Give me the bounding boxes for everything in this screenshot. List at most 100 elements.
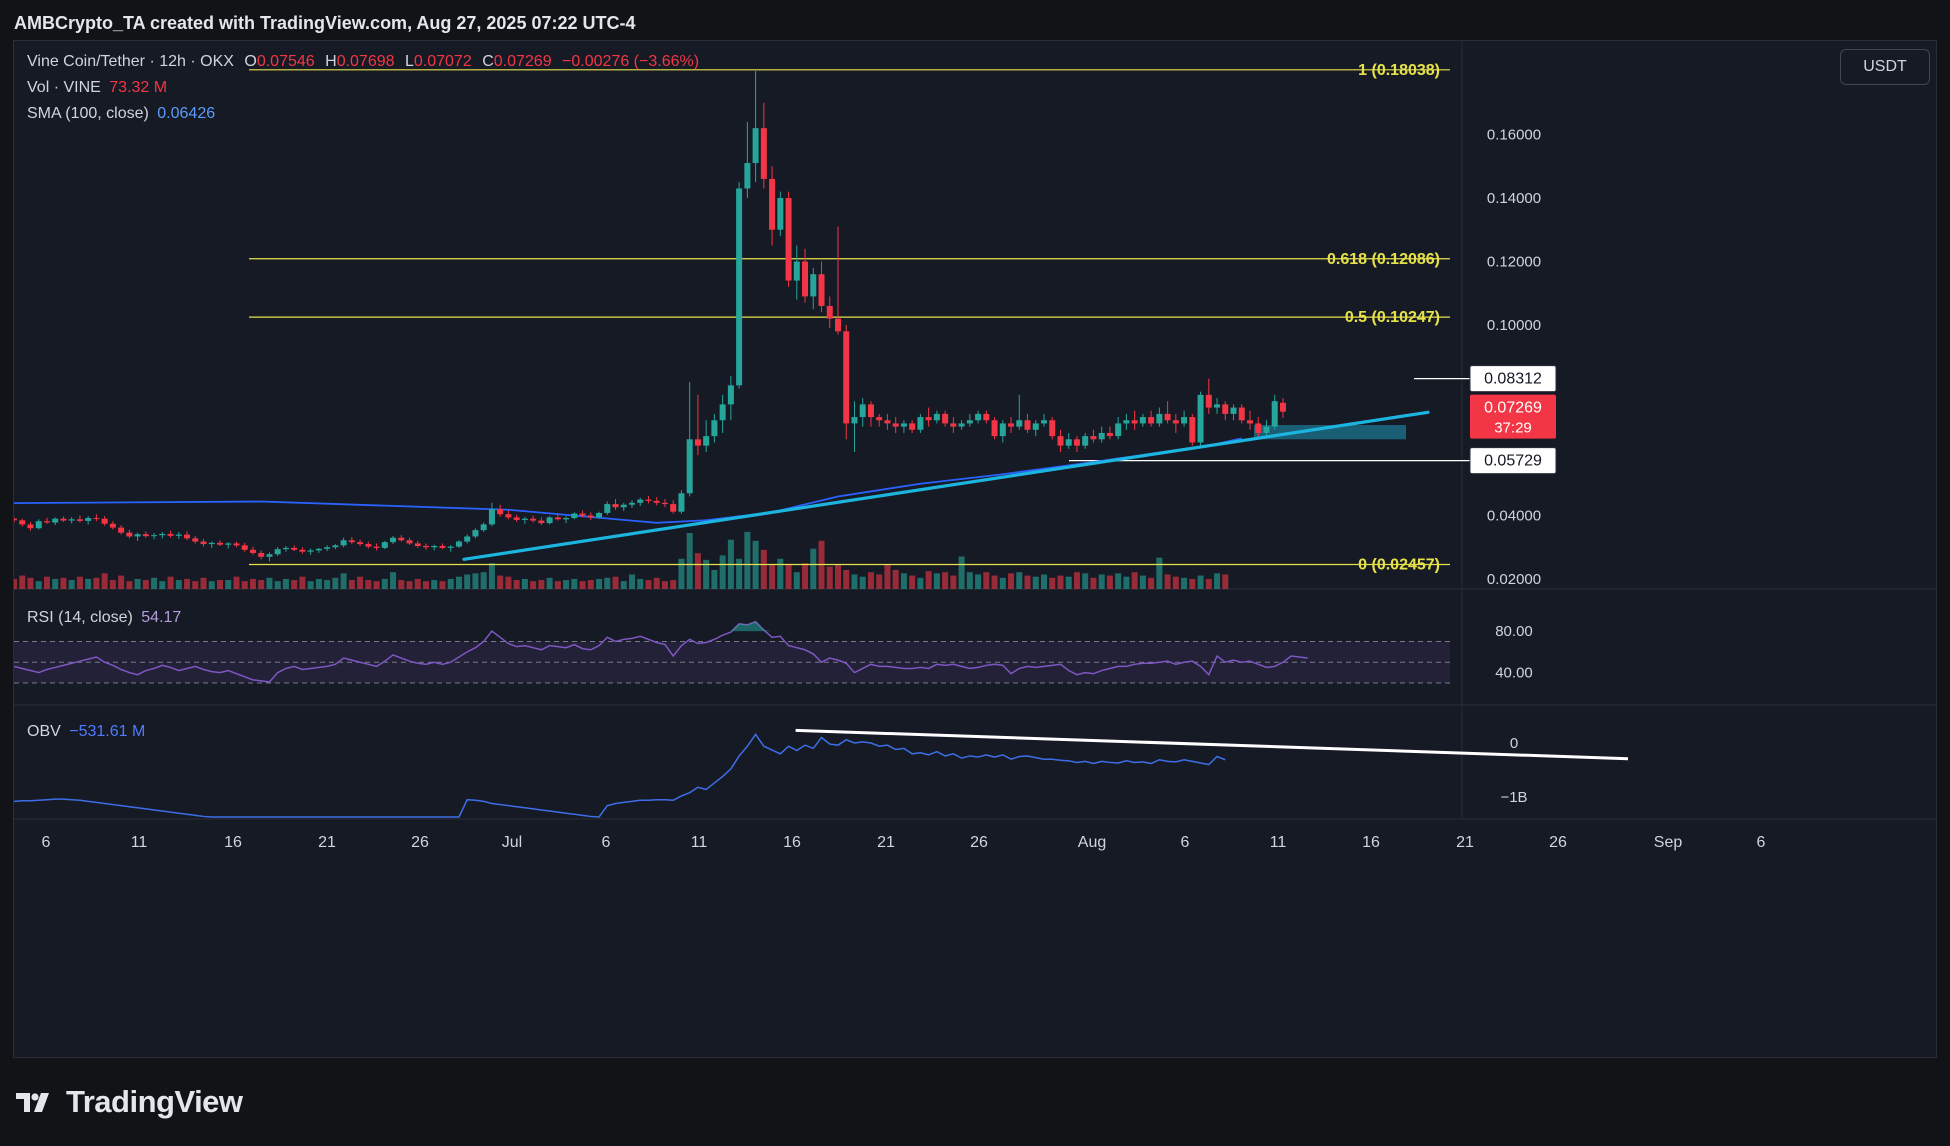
symbol-name[interactable]: Vine Coin/Tether · 12h · OKX	[27, 53, 234, 70]
volume-bar	[563, 580, 570, 589]
volume-bar	[1016, 572, 1023, 589]
volume-bar	[1197, 575, 1204, 589]
candle-body	[563, 518, 570, 520]
price-tick-label: 0.10000	[1487, 317, 1541, 334]
volume-bar	[703, 559, 710, 589]
candle-body	[1057, 436, 1064, 446]
candle-body	[966, 420, 973, 424]
volume-bar	[793, 572, 800, 589]
sma-legend[interactable]: SMA (100, close) 0.06426	[27, 105, 215, 123]
candle-body	[274, 549, 281, 555]
rsi-band-fill	[14, 641, 1450, 683]
volume-bar	[629, 574, 635, 589]
currency-button[interactable]: USDT	[1840, 49, 1930, 85]
volume-legend[interactable]: Vol · VINE 73.32 M	[27, 79, 167, 97]
volume-bar	[1214, 573, 1221, 589]
volume-bar	[670, 580, 677, 589]
volume-bar	[851, 574, 858, 589]
volume-bar	[1098, 574, 1105, 589]
bar-countdown-label: 37:29	[1494, 420, 1532, 437]
candle-body	[109, 523, 116, 528]
volume-bar	[348, 580, 355, 589]
obv-line	[14, 733, 1226, 818]
candle-body	[233, 543, 240, 546]
volume-bar	[68, 580, 75, 589]
time-tick-label: 16	[783, 834, 801, 851]
volume-bar	[455, 576, 462, 589]
time-tick-label: 11	[1270, 834, 1287, 851]
volume-bar	[52, 578, 59, 589]
chart-panel[interactable]: 1 (0.18038) 0.618 (0.12086) 0.5 (0.10247) 0…	[13, 40, 1937, 1058]
volume-bar	[357, 576, 364, 589]
volume-bar	[637, 578, 644, 589]
candle-body	[1024, 420, 1031, 430]
volume-bars	[14, 531, 1229, 589]
candle-body	[118, 527, 125, 533]
volume-bar	[1024, 575, 1031, 589]
volume-bar	[118, 575, 125, 589]
candle-body	[52, 518, 59, 523]
candle-body	[307, 550, 314, 552]
candle-body	[398, 537, 405, 541]
candle-body	[694, 439, 701, 446]
volume-bar	[85, 578, 92, 589]
candle-body	[900, 423, 907, 427]
volume-bar	[999, 577, 1006, 589]
volume-bar	[200, 577, 207, 589]
volume-bar	[76, 576, 83, 589]
high-value: 0.07698	[336, 53, 395, 70]
candle-body	[93, 518, 100, 520]
candle-body	[19, 520, 26, 525]
volume-bar	[983, 572, 990, 589]
candle-body	[620, 504, 627, 508]
obv-legend[interactable]: OBV −531.61 M	[27, 723, 145, 741]
volume-bar	[373, 581, 380, 589]
candle-body	[1222, 404, 1229, 414]
candle-body	[596, 512, 603, 518]
resistance-price-label-box	[1469, 365, 1557, 393]
volume-bar	[1115, 573, 1122, 589]
candle-body	[637, 499, 644, 503]
candle-body	[1041, 420, 1047, 424]
candle-body	[414, 543, 421, 546]
candle-body	[546, 517, 553, 524]
volume-bar	[159, 581, 166, 589]
close-value: 0.07269	[493, 53, 552, 70]
candle-body	[554, 517, 561, 520]
candle-body	[1008, 423, 1015, 427]
candle-body	[225, 543, 232, 545]
fib-label: 0.5 (0.10247)	[1345, 309, 1440, 326]
close-label: C	[482, 53, 494, 70]
volume-bar	[1032, 576, 1039, 589]
candle-body	[1181, 417, 1188, 424]
volume-bar	[101, 573, 108, 589]
volume-bar	[686, 533, 693, 589]
candle-body	[802, 261, 809, 297]
volume-bar	[1172, 576, 1179, 589]
volume-bar	[719, 555, 726, 589]
time-tick-label: 26	[1549, 834, 1567, 851]
volume-bar	[365, 580, 372, 589]
candle-body	[324, 547, 331, 549]
volume-bar	[332, 577, 339, 589]
volume-bar	[274, 581, 281, 589]
candle-body	[423, 545, 429, 548]
volume-bar	[488, 563, 495, 589]
volume-bar	[307, 581, 314, 589]
volume-bar	[93, 577, 100, 589]
candle-body	[406, 540, 413, 544]
price-chart[interactable]: 1 (0.18038) 0.618 (0.12086) 0.5 (0.10247) 0…	[14, 41, 1937, 1058]
time-tick-label: 21	[318, 834, 336, 851]
candle-body	[579, 513, 586, 516]
rsi-legend[interactable]: RSI (14, close) 54.17	[27, 609, 181, 627]
volume-bar	[777, 558, 784, 589]
fib-label: 0.618 (0.12086)	[1327, 251, 1440, 268]
candle-body	[381, 542, 388, 548]
candle-body	[719, 404, 726, 421]
volume-bar	[1090, 577, 1097, 589]
volume-bar	[596, 578, 603, 589]
candle-body	[208, 542, 215, 545]
candle-body	[447, 546, 454, 548]
candle-body	[85, 518, 92, 521]
time-tick-label: 26	[411, 834, 429, 851]
